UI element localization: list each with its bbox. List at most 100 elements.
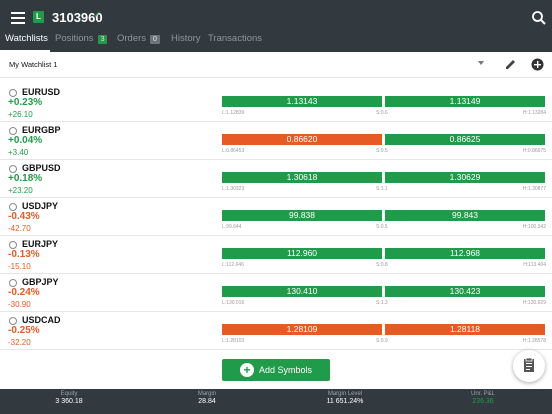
select-radio[interactable] (9, 241, 17, 249)
margin-summary: Margin 28.84 (138, 391, 276, 405)
buy-price-button[interactable]: 99.843 (385, 210, 545, 221)
change-percent: +0.18% (8, 173, 43, 184)
add-symbols-label: Add Symbols (259, 365, 313, 375)
sell-price-button[interactable]: 1.30618 (222, 172, 382, 183)
verified-check-icon: ✓ (93, 10, 102, 21)
change-percent: -0.24% (8, 287, 40, 298)
account-type-badge: L (33, 11, 44, 23)
change-value: +23.20 (8, 186, 33, 195)
unrealized-pnl-summary: Unr. P&L 236.36 (414, 391, 552, 405)
instrument-row[interactable]: USDJPY -0.43% -42.70 99.838 99.843 L:99.… (0, 198, 552, 236)
positions-count-badge: 3 (97, 35, 108, 44)
tab-transactions[interactable]: Transactions (208, 33, 262, 44)
buy-price-button[interactable]: 112.968 (385, 248, 545, 259)
tab-label: Watchlists (5, 33, 48, 44)
low-price: L:99.644 (222, 224, 242, 230)
instrument-row[interactable]: EURJPY -0.13% -15.10 112.960 112.968 L:1… (0, 236, 552, 274)
change-percent: +0.04% (8, 135, 43, 146)
low-price: L:1.30323 (222, 186, 245, 192)
margin-level-value: 11 651.24% (326, 398, 364, 405)
tab-label: History (171, 33, 201, 44)
instrument-row[interactable]: GBPJPY -0.24% -30.90 130.410 130.423 L:1… (0, 274, 552, 312)
symbol-name: USDJPY (22, 201, 59, 211)
change-percent: -0.25% (8, 325, 40, 336)
high-price: H:1.28578 (522, 338, 546, 344)
spread: S:0.6 (376, 110, 388, 116)
sell-price-button[interactable]: 0.86620 (222, 134, 382, 145)
tab-watchlists[interactable]: Watchlists (5, 33, 48, 44)
instrument-row[interactable]: GBPUSD +0.18% +23.20 1.30618 1.30629 L:1… (0, 160, 552, 198)
sell-price-button[interactable]: 99.838 (222, 210, 382, 221)
high-price: H:1.13284 (522, 110, 546, 116)
buy-price-button[interactable]: 130.423 (385, 286, 545, 297)
symbol-name: EURGBP (22, 125, 61, 135)
low-price: L:130.016 (222, 300, 245, 306)
buy-price-button[interactable]: 0.86625 (385, 134, 545, 145)
sell-price-button[interactable]: 112.960 (222, 248, 382, 259)
instrument-row[interactable]: EURUSD +0.23% +26.10 1.13143 1.13149 L:1… (0, 84, 552, 122)
select-radio[interactable] (9, 203, 17, 211)
low-price: L:1.28103 (222, 338, 245, 344)
select-radio[interactable] (9, 279, 17, 287)
symbol-name: GBPJPY (22, 277, 59, 287)
chevron-down-icon[interactable] (478, 61, 484, 65)
margin-level-label: Margin Level (327, 391, 363, 397)
spread: S:0.5 (376, 148, 388, 154)
orders-count-badge: 0 (150, 35, 160, 44)
tab-positions[interactable]: Positions 3 (55, 33, 108, 44)
low-price: L:112.646 (222, 262, 244, 268)
buy-price-button[interactable]: 1.28118 (385, 324, 545, 335)
high-price: H:100.342 (522, 224, 546, 230)
top-bar: L 3103960 ✓ Watchlists Positions 3 Orders… (0, 0, 552, 52)
tab-label: Transactions (208, 33, 263, 44)
sell-price-button[interactable]: 1.28109 (222, 324, 382, 335)
spread: S:0.5 (376, 224, 388, 230)
buy-price-button[interactable]: 1.30629 (385, 172, 545, 183)
symbol-name: USDCAD (22, 315, 61, 325)
tab-bar: Watchlists Positions 3 Orders 0 History Tr… (0, 30, 552, 52)
plus-circle-icon[interactable] (531, 58, 544, 71)
menu-icon[interactable] (9, 9, 29, 27)
buy-price-button[interactable]: 1.13149 (385, 96, 545, 107)
watchlist-selector[interactable]: My Watchlist 1 (9, 60, 58, 69)
change-value: -32.20 (8, 338, 31, 347)
change-percent: +0.23% (8, 97, 43, 108)
sell-price-button[interactable]: 1.13143 (222, 96, 382, 107)
margin-level-summary: Margin Level 11 651.24% (276, 391, 414, 405)
select-radio[interactable] (9, 127, 17, 135)
account-summary-bar: Equity 3 360.18 Margin 28.84 Margin Leve… (0, 389, 552, 414)
clipboard-icon[interactable] (513, 350, 545, 382)
watchlist-bar: My Watchlist 1 (0, 52, 552, 78)
tab-label: Orders (117, 33, 147, 44)
high-price: H:1.30877 (522, 186, 546, 192)
unrealized-pnl-label: Unr. P&L (470, 391, 495, 397)
select-radio[interactable] (9, 317, 17, 325)
account-number[interactable]: 3103960 (52, 10, 103, 25)
change-value: +26.10 (8, 110, 33, 119)
instrument-row[interactable]: EURGBP +0.04% +3.40 0.86620 0.86625 L:0.… (0, 122, 552, 160)
search-icon[interactable] (531, 10, 547, 26)
pencil-icon[interactable] (504, 58, 517, 71)
plus-icon: + (240, 363, 254, 377)
margin-value: 28.84 (198, 398, 216, 405)
spread: S:0.9 (376, 338, 388, 344)
unrealized-pnl-value: 236.36 (472, 398, 494, 405)
active-tab-indicator (0, 50, 50, 52)
change-value: -42.70 (8, 224, 31, 233)
low-price: L:1.12839 (222, 110, 245, 116)
equity-label: Equity (60, 391, 78, 397)
high-price: H:0.86675 (522, 148, 546, 154)
select-radio[interactable] (9, 89, 17, 97)
change-value: -30.90 (8, 300, 31, 309)
add-symbols-button[interactable]: + Add Symbols (222, 359, 330, 381)
instrument-row[interactable]: USDCAD -0.25% -32.20 1.28109 1.28118 L:1… (0, 312, 552, 350)
tab-history[interactable]: History (171, 33, 201, 44)
tab-orders[interactable]: Orders 0 (117, 33, 160, 44)
sell-price-button[interactable]: 130.410 (222, 286, 382, 297)
high-price: H:130.929 (522, 300, 546, 306)
spread: S:1.3 (376, 300, 388, 306)
spread: S:1.1 (376, 186, 388, 192)
select-radio[interactable] (9, 165, 17, 173)
spread: S:0.8 (376, 262, 388, 268)
